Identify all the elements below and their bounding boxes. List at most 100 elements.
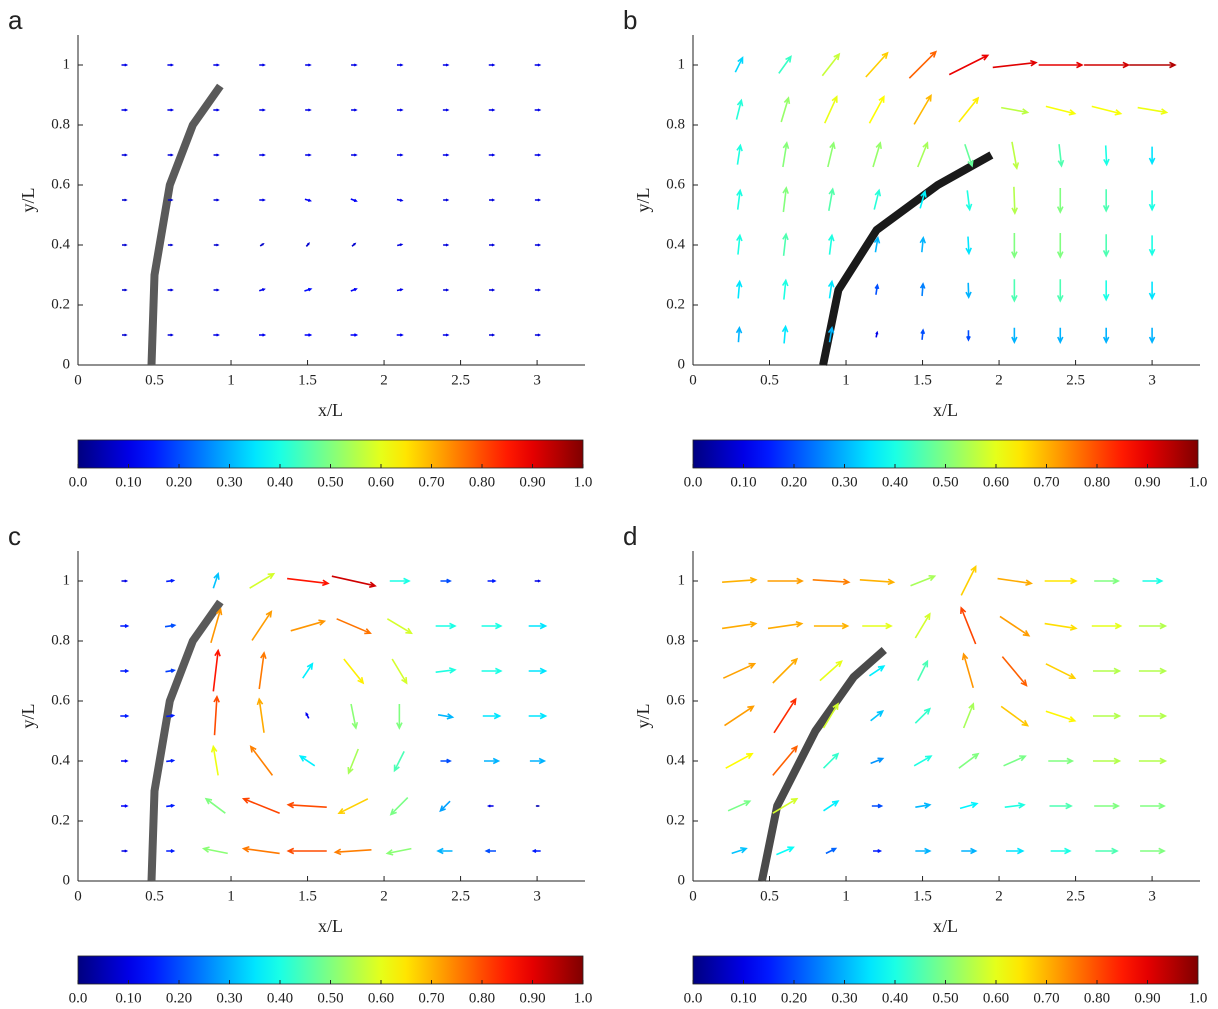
x-axis-label: x/L (318, 400, 343, 420)
colorbar-tick-label: 0.50 (317, 990, 343, 1006)
y-tick-label: 0.2 (51, 812, 70, 828)
velocity-arrow (167, 63, 175, 67)
velocity-arrow (919, 235, 927, 253)
velocity-arrow (772, 657, 799, 684)
velocity-arrow (1102, 234, 1110, 258)
x-tick-label: 0 (689, 888, 697, 904)
velocity-arrow (1057, 144, 1065, 168)
velocity-arrow (347, 748, 359, 775)
velocity-arrow (529, 757, 547, 765)
y-tick-label: 0.4 (666, 752, 685, 768)
velocity-arrow (823, 800, 840, 812)
velocity-arrow (213, 63, 220, 67)
velocity-arrow (1092, 667, 1122, 675)
velocity-arrow (1057, 327, 1064, 345)
velocity-arrow (204, 797, 226, 814)
velocity-arrow (302, 662, 314, 679)
velocity-arrow (865, 51, 889, 78)
velocity-arrow (213, 694, 220, 736)
velocity-arrow (350, 198, 358, 202)
velocity-arrow (331, 575, 377, 588)
velocity-arrow (534, 333, 542, 337)
velocity-arrow (201, 846, 228, 855)
velocity-arrow (727, 800, 752, 812)
colorbar-tick-label: 1.0 (574, 990, 593, 1006)
velocity-arrow (948, 54, 990, 76)
colorbar-tick-label: 0.30 (216, 474, 242, 490)
velocity-arrow (443, 288, 450, 292)
velocity-arrow (440, 758, 452, 764)
x-axis-label: x/L (933, 916, 958, 936)
velocity-arrow (489, 243, 496, 247)
velocity-arrow (1140, 847, 1166, 855)
velocity-arrow (166, 578, 176, 583)
velocity-arrow (722, 662, 757, 679)
velocity-arrow (780, 96, 791, 123)
velocity-arrow (212, 572, 220, 589)
velocity-arrow (286, 801, 327, 809)
colorbar-tick-label: 0.40 (267, 990, 293, 1006)
colorbar-tick-label: 1.0 (1189, 990, 1208, 1006)
x-tick-label: 1 (842, 372, 850, 388)
velocity-arrow (1001, 656, 1028, 687)
velocity-arrow (1056, 279, 1064, 303)
y-tick-label: 0.6 (51, 176, 70, 192)
velocity-arrow (489, 333, 496, 337)
velocity-arrow (910, 574, 937, 587)
colorbar-tick-label: 0.90 (1134, 990, 1160, 1006)
velocity-arrow (213, 243, 220, 247)
velocity-arrow (917, 141, 929, 168)
x-tick-label: 2.5 (451, 372, 470, 388)
velocity-arrow (121, 63, 129, 67)
velocity-arrow (481, 622, 503, 630)
velocity-arrow (1011, 279, 1018, 303)
x-tick-label: 2.5 (1066, 888, 1085, 904)
panel-label: b (623, 5, 637, 35)
y-axis-label: y/L (18, 704, 38, 729)
velocity-arrow (531, 849, 541, 853)
velocity-arrow (437, 713, 455, 720)
velocity-arrow (812, 578, 851, 586)
colorbar-tick-label: 0.70 (418, 474, 444, 490)
velocity-arrow (487, 579, 497, 583)
colorbar-tick-label: 0.80 (469, 990, 495, 1006)
velocity-arrow (960, 564, 977, 596)
velocity-arrow (1148, 190, 1156, 212)
velocity-arrow (488, 108, 496, 112)
velocity-arrow (534, 579, 542, 583)
velocity-arrow (915, 802, 932, 809)
velocity-arrow (767, 621, 804, 630)
colorbar-tick-label: 0.90 (519, 990, 545, 1006)
velocity-arrow (389, 577, 411, 585)
panel-label: a (8, 5, 23, 35)
velocity-arrow (435, 622, 457, 630)
velocity-arrow (121, 198, 128, 202)
velocity-arrow (258, 333, 267, 337)
velocity-arrow (442, 333, 450, 337)
velocity-arrow (1045, 710, 1077, 723)
y-tick-label: 0.2 (666, 812, 685, 828)
colorbar-tick-label: 0.60 (368, 474, 394, 490)
flap (757, 647, 887, 882)
panel-label: c (8, 521, 21, 551)
velocity-arrow (827, 233, 835, 255)
velocity-arrow (351, 108, 358, 112)
velocity-arrow (351, 242, 357, 247)
velocity-arrow (734, 56, 744, 73)
velocity-arrow (873, 188, 882, 210)
colorbar-tick-label: 0.90 (1134, 474, 1160, 490)
velocity-arrow (259, 63, 266, 67)
y-tick-label: 0.4 (666, 236, 685, 252)
velocity-arrow (1044, 577, 1078, 585)
velocity-arrow (813, 622, 850, 630)
velocity-arrow (443, 243, 450, 247)
velocity-arrow (782, 141, 790, 168)
y-tick-label: 0 (678, 356, 686, 372)
velocity-arrow (958, 752, 980, 769)
velocity-arrow (535, 804, 541, 808)
velocity-arrow (914, 707, 932, 724)
colorbar-tick-label: 0.20 (781, 474, 807, 490)
velocity-arrow (914, 612, 931, 639)
velocity-arrow (1056, 188, 1064, 214)
velocity-arrow (396, 108, 404, 112)
